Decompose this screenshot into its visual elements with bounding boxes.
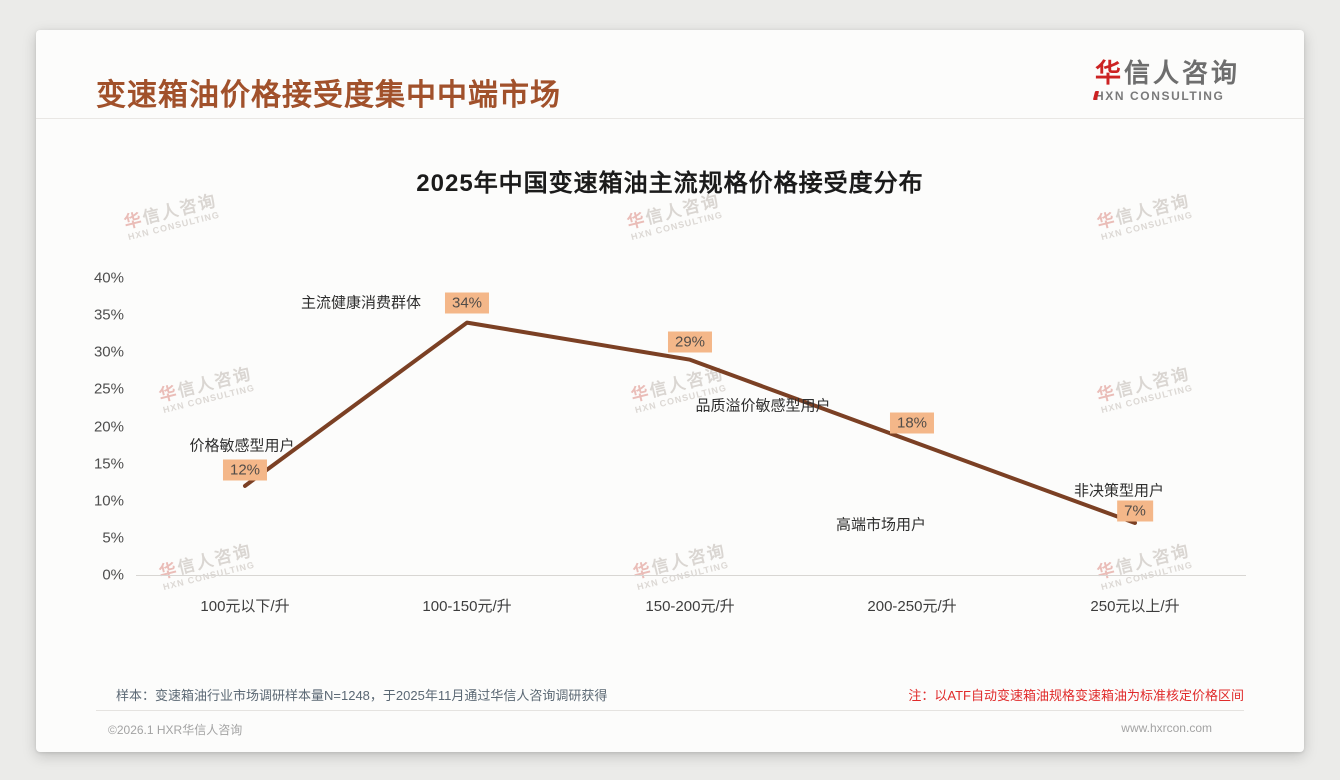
watermark-accent-char: 华 <box>157 382 181 406</box>
brand-watermark: 华信人咨询 HXN CONSULTING <box>157 541 256 593</box>
watermark-accent-char: 华 <box>122 209 146 233</box>
watermark-rest-chars: 信人咨询 <box>649 540 729 578</box>
brand-logo-subtitle: HXN CONSULTING <box>1092 88 1240 104</box>
brand-watermark: 华信人咨询 HXN CONSULTING <box>157 364 256 416</box>
x-axis-line <box>136 575 1246 576</box>
watermark-subtitle: HXN CONSULTING <box>1099 209 1194 243</box>
y-tick-label: 40% <box>93 269 124 287</box>
watermark-accent-char: 华 <box>1095 382 1119 406</box>
watermark-rest-chars: 信人咨询 <box>1113 363 1193 401</box>
y-tick-label: 20% <box>93 418 124 435</box>
y-tick-label: 25% <box>93 380 124 398</box>
x-axis-category-label: 200-250元/升 <box>867 598 957 615</box>
brand-watermark: 华信人咨询 HXN CONSULTING <box>631 541 730 593</box>
watermark-accent-char: 华 <box>1095 559 1119 583</box>
y-tick-label: 10% <box>93 492 124 510</box>
brand-logo-accent-char: 华 <box>1094 58 1124 88</box>
brand-watermark: 华信人咨询 HXN CONSULTING <box>122 191 221 243</box>
segment-annotation: 价格敏感型用户 <box>189 437 295 455</box>
acceptance-line-series <box>243 320 1137 525</box>
x-axis-category-label: 100-150元/升 <box>422 598 512 615</box>
watermark-accent-char: 华 <box>631 559 655 583</box>
watermark-accent-char: 华 <box>157 559 181 583</box>
sample-note: 样本：变速箱油行业市场调研样本量N=1248，于2025年11月通过华信人咨询调… <box>116 688 608 703</box>
report-slide: 华信人咨询 HXN CONSULTING 华信人咨询 HXN CONSULTING 华信… <box>36 30 1304 752</box>
y-tick-label: 35% <box>93 306 124 324</box>
watermark-subtitle: HXN CONSULTING <box>635 559 730 593</box>
segment-annotation: 非决策型用户 <box>1073 482 1165 500</box>
watermark-subtitle: HXN CONSULTING <box>161 559 256 593</box>
brand-logo: 华信人咨询 HXN CONSULTING <box>1092 58 1240 104</box>
copyright-text: ©2026.1 HXR华信人咨询 <box>108 723 243 737</box>
brand-watermark: 华信人咨询 HXN CONSULTING <box>1095 191 1194 243</box>
website-text: www.hxrcon.com <box>1121 721 1212 735</box>
watermark-rest-chars: 信人咨询 <box>175 363 255 401</box>
brand-watermark: 华信人咨询 HXN CONSULTING <box>625 191 724 243</box>
watermark-subtitle: HXN CONSULTING <box>161 382 256 416</box>
brand-logo-rest-chars: 信人咨询 <box>1123 58 1240 88</box>
y-tick-label: 0% <box>102 566 124 584</box>
slide-header: 变速箱油价格接受度集中中端市场 华信人咨询 HXN CONSULTING <box>36 30 1304 119</box>
watermark-subtitle: HXN CONSULTING <box>629 209 724 243</box>
y-tick-label: 30% <box>93 343 124 361</box>
data-label-badge: 29% <box>667 331 713 353</box>
y-tick-label: 5% <box>102 529 124 547</box>
watermark-rest-chars: 信人咨询 <box>1113 540 1193 578</box>
watermark-name: 华信人咨询 <box>157 364 254 405</box>
standard-note: 注：以ATF自动变速箱油规格变速箱油为标准核定价格区间 <box>908 688 1244 703</box>
watermark-rest-chars: 信人咨询 <box>175 540 255 578</box>
segment-annotation: 品质溢价敏感型用户 <box>695 397 831 415</box>
brand-logo-name: 华信人咨询 <box>1095 58 1240 88</box>
y-tick-label: 15% <box>93 455 124 473</box>
watermark-accent-char: 华 <box>625 209 649 233</box>
footer-divider <box>96 710 1244 711</box>
watermark-name: 华信人咨询 <box>631 541 728 582</box>
series-polyline <box>243 320 1137 525</box>
brand-watermark: 华信人咨询 HXN CONSULTING <box>1095 364 1194 416</box>
data-label-badge: 34% <box>444 292 490 314</box>
x-axis-category-label: 100元以下/升 <box>200 598 290 615</box>
segment-annotation: 高端市场用户 <box>835 516 927 534</box>
x-axis-category-label: 250元以上/升 <box>1090 598 1180 615</box>
data-label-badge: 18% <box>889 412 935 434</box>
watermark-accent-char: 华 <box>629 382 653 406</box>
x-axis-category-label: 150-200元/升 <box>645 598 735 615</box>
watermark-accent-char: 华 <box>1095 209 1119 233</box>
chart-title: 2025年中国变速箱油主流规格价格接受度分布 <box>416 170 924 197</box>
watermark-name: 华信人咨询 <box>157 541 254 582</box>
brand-watermark: 华信人咨询 HXN CONSULTING <box>1095 541 1194 593</box>
watermark-name: 华信人咨询 <box>1095 541 1192 582</box>
watermark-name: 华信人咨询 <box>1095 364 1192 405</box>
watermark-subtitle: HXN CONSULTING <box>126 209 221 243</box>
segment-annotation: 主流健康消费群体 <box>300 294 422 312</box>
data-label-badge: 12% <box>222 459 268 481</box>
watermark-subtitle: HXN CONSULTING <box>1099 559 1194 593</box>
data-label-badge: 7% <box>1117 500 1153 522</box>
watermark-subtitle: HXN CONSULTING <box>1099 382 1194 416</box>
page-title: 变速箱油价格接受度集中中端市场 <box>96 79 561 112</box>
